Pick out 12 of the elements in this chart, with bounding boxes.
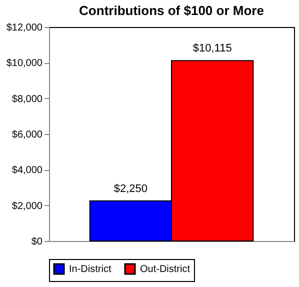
data-label: $10,115: [192, 42, 232, 55]
y-tick-label: $12,000: [6, 22, 43, 34]
y-tick-label: $4,000: [12, 165, 43, 176]
y-tick-label: $10,000: [6, 58, 43, 70]
data-label: $2,250: [114, 182, 148, 195]
y-tick-label: $6,000: [12, 130, 43, 140]
chart-title: Contributions of $100 or More: [79, 3, 264, 18]
legend-label: Out-District: [140, 264, 190, 275]
y-tick-label: $0: [31, 236, 43, 248]
legend-label: In-District: [69, 264, 112, 275]
y-tick-label: $8,000: [12, 94, 43, 105]
y-tick-label: $2,000: [12, 200, 43, 212]
